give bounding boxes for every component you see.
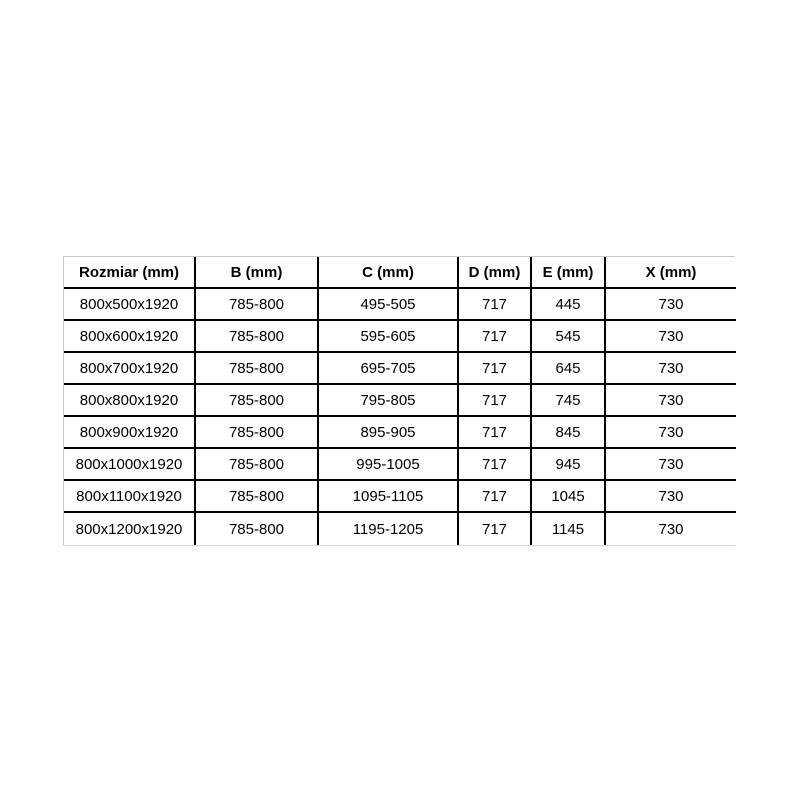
table-cell: 800x600x1920 [64,321,196,353]
table-cell: 730 [606,385,736,417]
table-cell: 785-800 [196,353,319,385]
table-cell: 785-800 [196,417,319,449]
table-cell: 717 [459,353,532,385]
col-header-c: C (mm) [319,257,459,289]
table-cell: 445 [532,289,606,321]
table-cell: 1145 [532,513,606,545]
table-cell: 717 [459,321,532,353]
table-cell: 730 [606,321,736,353]
table-cell: 730 [606,449,736,481]
table-cell: 800x500x1920 [64,289,196,321]
table-cell: 645 [532,353,606,385]
table-cell: 800x1000x1920 [64,449,196,481]
table-cell: 795-805 [319,385,459,417]
table-cell: 745 [532,385,606,417]
table-cell: 730 [606,289,736,321]
table-cell: 695-705 [319,353,459,385]
table-cell: 595-605 [319,321,459,353]
table-cell: 895-905 [319,417,459,449]
table-cell: 495-505 [319,289,459,321]
table-cell: 945 [532,449,606,481]
col-header-d: D (mm) [459,257,532,289]
table-cell: 785-800 [196,449,319,481]
table-cell: 785-800 [196,289,319,321]
table-cell: 730 [606,417,736,449]
table-cell: 1095-1105 [319,481,459,513]
table-cell: 545 [532,321,606,353]
dimensions-table: Rozmiar (mm) B (mm) C (mm) D (mm) E (mm)… [63,256,736,546]
table-cell: 1045 [532,481,606,513]
table-cell: 800x900x1920 [64,417,196,449]
table-cell: 800x800x1920 [64,385,196,417]
table-cell: 717 [459,449,532,481]
col-header-rozmiar: Rozmiar (mm) [64,257,196,289]
table-cell: 845 [532,417,606,449]
table-cell: 800x700x1920 [64,353,196,385]
table-cell: 717 [459,513,532,545]
table-cell: 785-800 [196,513,319,545]
col-header-x: X (mm) [606,257,736,289]
table-cell: 730 [606,353,736,385]
col-header-b: B (mm) [196,257,319,289]
table-cell: 800x1200x1920 [64,513,196,545]
table-cell: 717 [459,385,532,417]
table-cell: 730 [606,481,736,513]
table-cell: 730 [606,513,736,545]
table-cell: 717 [459,481,532,513]
table-cell: 995-1005 [319,449,459,481]
table-cell: 717 [459,289,532,321]
col-header-e: E (mm) [532,257,606,289]
table-cell: 785-800 [196,385,319,417]
table-cell: 785-800 [196,481,319,513]
table-cell: 1195-1205 [319,513,459,545]
table-cell: 717 [459,417,532,449]
table-cell: 800x1100x1920 [64,481,196,513]
table-cell: 785-800 [196,321,319,353]
